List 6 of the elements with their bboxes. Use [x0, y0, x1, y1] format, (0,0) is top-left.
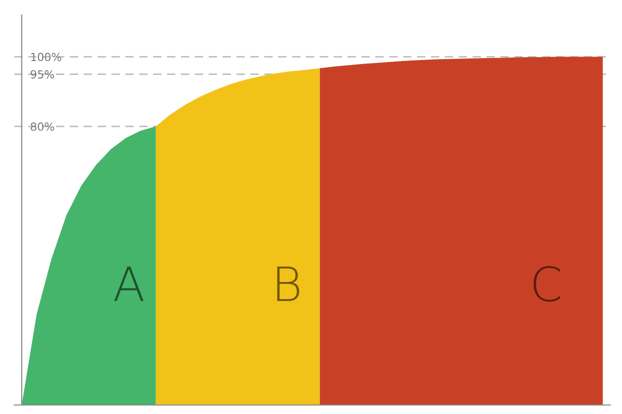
series-label: C	[534, 266, 560, 302]
y-tick-label: 95%	[30, 70, 54, 79]
series-label: A	[114, 266, 144, 302]
y-tick-label: 100%	[31, 52, 62, 62]
series-label: B	[277, 266, 300, 302]
y-tick-label: 80%	[30, 122, 54, 131]
